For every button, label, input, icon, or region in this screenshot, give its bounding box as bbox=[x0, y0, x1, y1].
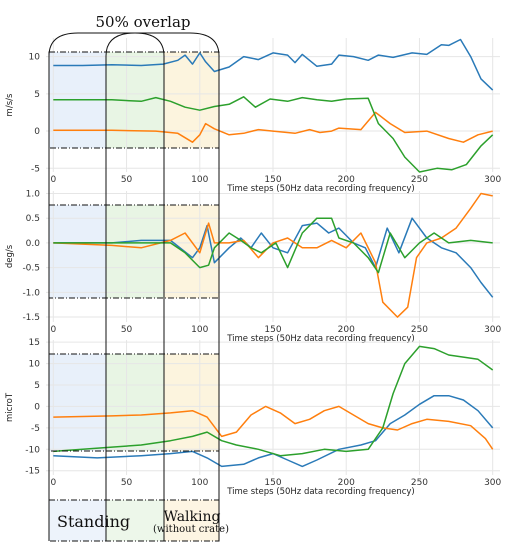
y-axis-label: deg/s bbox=[5, 244, 15, 268]
y-tick-label: 0 bbox=[34, 127, 40, 137]
y-tick-label: -5 bbox=[31, 424, 40, 434]
y-tick-label: 10 bbox=[29, 360, 41, 370]
x-tick-label: 150 bbox=[264, 325, 281, 335]
x-axis-label: Time steps (50Hz data recording frequenc… bbox=[226, 334, 415, 344]
y-tick-label: 0.5 bbox=[26, 214, 40, 224]
x-tick-label: 300 bbox=[484, 478, 501, 488]
x-tick-label: 200 bbox=[338, 478, 355, 488]
x-tick-label: 50 bbox=[121, 478, 133, 488]
walking-shade bbox=[164, 52, 219, 148]
overlap-shade bbox=[106, 354, 164, 451]
y-tick-label: -5 bbox=[31, 164, 40, 174]
window-outline-1 bbox=[48, 32, 165, 541]
x-tick-label: 250 bbox=[411, 175, 428, 185]
annotations: 50% overlap Standing Walking (without cr… bbox=[57, 13, 229, 535]
walking-label-shade bbox=[164, 500, 219, 541]
x-tick-label: 150 bbox=[264, 175, 281, 185]
standing-shade bbox=[49, 205, 106, 298]
y-tick-label: 1.0 bbox=[26, 189, 41, 199]
y-tick-label: -1.5 bbox=[22, 313, 40, 323]
window-outlines bbox=[48, 32, 220, 542]
x-tick-label: 250 bbox=[411, 478, 428, 488]
x-tick-label: 100 bbox=[191, 175, 208, 185]
x-tick-label: 200 bbox=[338, 325, 355, 335]
y-tick-label: 0.0 bbox=[26, 239, 41, 249]
series-line-3 bbox=[53, 96, 494, 173]
x-axis-label: Time steps (50Hz data recording frequenc… bbox=[226, 184, 415, 194]
y-tick-label: -0.5 bbox=[22, 264, 40, 274]
y-axis-label: m/s/s bbox=[5, 93, 15, 116]
series-line-1 bbox=[53, 38, 494, 91]
label-box bbox=[48, 499, 220, 542]
x-tick-label: 0 bbox=[50, 175, 56, 185]
standing-label-shade bbox=[49, 500, 106, 541]
window-shading bbox=[49, 52, 219, 541]
overlap-shade bbox=[106, 205, 164, 298]
x-tick-label: 200 bbox=[338, 175, 355, 185]
walking-shade bbox=[164, 205, 219, 298]
walking-label: Walking bbox=[164, 509, 221, 525]
x-tick-label: 150 bbox=[264, 478, 281, 488]
standing-shade bbox=[49, 354, 106, 451]
x-tick-label: 300 bbox=[484, 175, 501, 185]
y-tick-label: -10 bbox=[25, 445, 40, 455]
series-line-1 bbox=[53, 217, 494, 298]
y-tick-label: 0 bbox=[34, 402, 40, 412]
y-tick-label: 5 bbox=[34, 90, 40, 100]
series-line-2 bbox=[53, 405, 494, 450]
x-tick-label: 300 bbox=[484, 325, 501, 335]
x-tick-label: 50 bbox=[121, 325, 133, 335]
x-tick-label: 250 bbox=[411, 325, 428, 335]
y-tick-label: -1.0 bbox=[22, 288, 40, 298]
window-outline-2 bbox=[105, 32, 220, 541]
overlap-label-shade bbox=[106, 500, 164, 541]
walking-shade bbox=[164, 354, 219, 451]
overlap-label: 50% overlap bbox=[95, 13, 190, 31]
y-tick-label: 15 bbox=[29, 338, 40, 348]
series-line-2 bbox=[53, 192, 493, 318]
x-tick-label: 50 bbox=[121, 175, 133, 185]
x-tick-label: 0 bbox=[50, 325, 56, 335]
series-line-3 bbox=[53, 345, 494, 457]
window-box bbox=[48, 204, 220, 299]
y-tick-label: 5 bbox=[34, 381, 40, 391]
series-line-3 bbox=[53, 217, 493, 274]
series-line-1 bbox=[53, 394, 494, 468]
standing-label: Standing bbox=[57, 512, 130, 531]
chart-panel-2: 0 50 100 150 200 250 300 1.0 0.5 0.0 -0.5 -1.0 -1.5 T… bbox=[5, 189, 502, 344]
series-line-2 bbox=[53, 111, 493, 143]
x-axis-label: Time steps (50Hz data recording frequenc… bbox=[226, 487, 415, 497]
x-tick-label: 100 bbox=[191, 478, 208, 488]
y-axis-label: microT bbox=[5, 392, 15, 422]
walking-sub-label: (without crate) bbox=[153, 524, 229, 535]
x-tick-label: 0 bbox=[50, 478, 56, 488]
x-tick-label: 100 bbox=[191, 325, 208, 335]
y-tick-label: 10 bbox=[29, 53, 41, 63]
y-tick-label: -15 bbox=[25, 467, 40, 477]
